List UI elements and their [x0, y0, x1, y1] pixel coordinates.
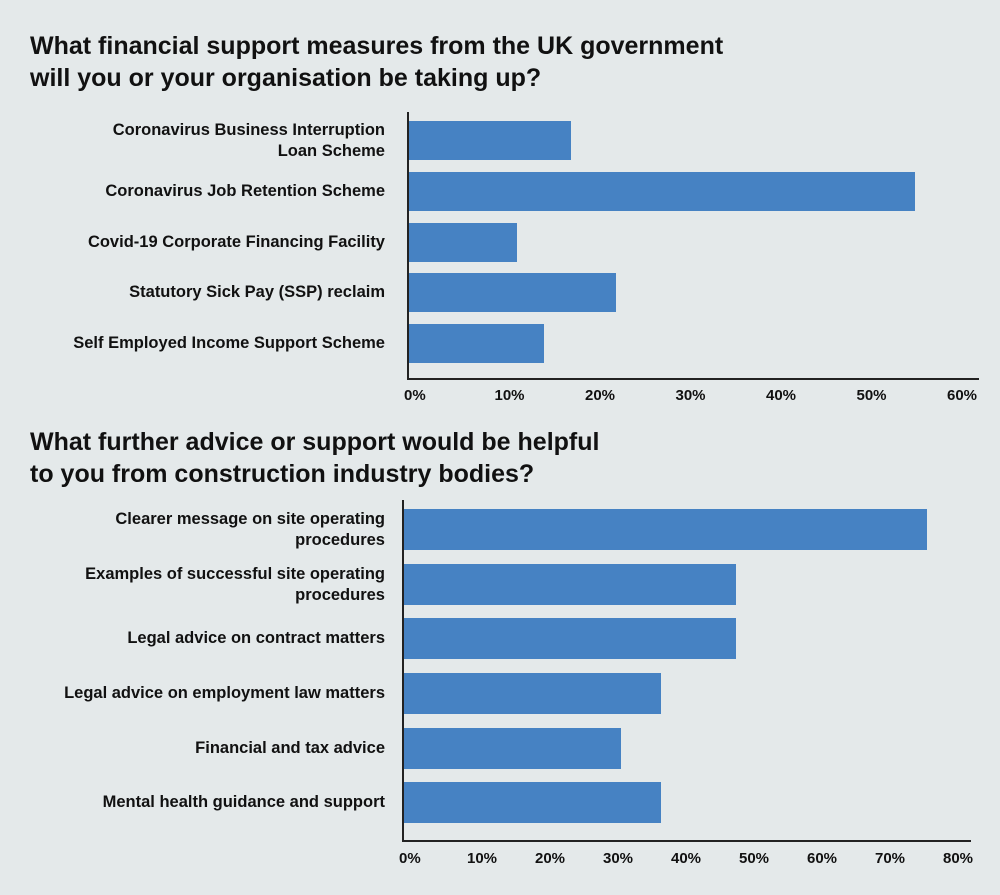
- category-label: Mental health guidance and support: [102, 793, 385, 811]
- category-label: Legal advice on contract matters: [127, 629, 385, 647]
- category-label: Financial and tax advice: [195, 739, 385, 757]
- x-tick-label: 0%: [404, 387, 426, 404]
- chart-1-title: What financial support measures from the…: [30, 32, 724, 92]
- bar: [403, 509, 927, 550]
- category-label: Self Employed Income Support Scheme: [73, 334, 385, 352]
- x-tick-label: 10%: [494, 387, 525, 404]
- bar: [403, 564, 737, 605]
- bar: [403, 618, 737, 659]
- category-label: Covid-19 Corporate Financing Facility: [87, 233, 385, 251]
- chart-2-title: What further advice or support would be …: [30, 428, 600, 488]
- category-label: Coronavirus Business Interruption Loan S…: [112, 120, 385, 160]
- x-tick-label: 40%: [671, 850, 702, 867]
- category-label: Statutory Sick Pay (SSP) reclaim: [129, 283, 385, 301]
- bar: [408, 324, 544, 363]
- bar: [408, 223, 517, 262]
- y-axis-line: [407, 112, 409, 378]
- x-axis-line: [407, 378, 979, 380]
- x-tick-label: 70%: [875, 850, 906, 867]
- x-tick-label: 20%: [585, 387, 616, 404]
- category-label: Coronavirus Job Retention Scheme: [105, 182, 385, 200]
- x-tick-label: 50%: [856, 387, 887, 404]
- x-tick-label: 40%: [766, 387, 797, 404]
- category-label: Examples of successful site operating pr…: [85, 564, 385, 604]
- x-tick-label: 50%: [739, 850, 770, 867]
- bar: [408, 273, 617, 312]
- x-tick-label: 30%: [603, 850, 634, 867]
- category-label: Legal advice on employment law matters: [64, 684, 385, 702]
- bar: [403, 782, 662, 823]
- category-label: Clearer message on site operating proced…: [115, 509, 385, 549]
- x-tick-label: 0%: [399, 850, 421, 867]
- y-axis-line: [402, 500, 404, 840]
- x-tick-label: 60%: [807, 850, 838, 867]
- x-tick-label: 60%: [947, 387, 978, 404]
- bar: [403, 728, 621, 769]
- x-tick-label: 80%: [943, 850, 974, 867]
- x-tick-label: 20%: [535, 850, 566, 867]
- bar: [408, 172, 915, 211]
- bar: [408, 121, 571, 160]
- x-tick-label: 10%: [467, 850, 498, 867]
- x-axis-line: [402, 840, 971, 842]
- x-tick-label: 30%: [675, 387, 706, 404]
- bar: [403, 673, 662, 714]
